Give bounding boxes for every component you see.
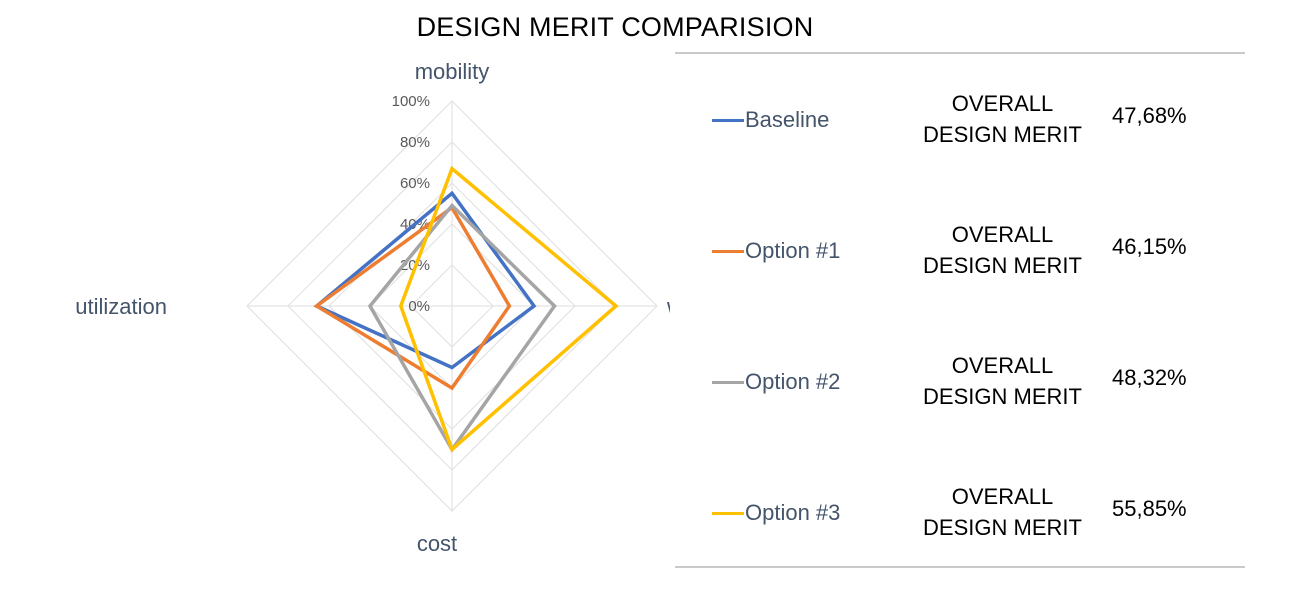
tick-label: 80% xyxy=(400,134,430,151)
legend-row-baseline: Baseline OVERALL DESIGN MERIT 47,68% xyxy=(712,88,1232,158)
legend-swatch-option-3 xyxy=(712,512,744,515)
top-divider xyxy=(675,52,1245,54)
axis-label: waiting time xyxy=(666,294,670,319)
radar-chart: 0%20%40%60%80%100%mobilitywaiting timeco… xyxy=(75,59,670,556)
overall-merit-value-option-3: 55,85% xyxy=(1112,496,1187,521)
overall-merit-label: OVERALL DESIGN MERIT xyxy=(923,484,1082,540)
legend-swatch-baseline xyxy=(712,119,744,122)
series-line-option-2 xyxy=(367,202,557,453)
overall-merit-label: OVERALL DESIGN MERIT xyxy=(923,222,1082,278)
series-line-option-3 xyxy=(398,165,619,453)
overall-merit-label: OVERALL DESIGN MERIT xyxy=(923,91,1082,147)
overall-merit-value-baseline: 47,68% xyxy=(1112,103,1187,128)
series-line-baseline xyxy=(313,190,537,370)
legend-row-option-1: Option #1 OVERALL DESIGN MERIT 46,15% xyxy=(712,219,1232,289)
overall-merit-label: OVERALL DESIGN MERIT xyxy=(923,353,1082,409)
series-line-option-1 xyxy=(313,205,512,391)
legend-label-option-2: Option #2 xyxy=(745,369,841,394)
tick-label: 0% xyxy=(408,298,430,315)
bottom-divider xyxy=(675,566,1245,568)
chart-title: DESIGN MERIT COMPARISION xyxy=(416,12,814,42)
tick-label: 100% xyxy=(392,93,430,110)
legend-row-option-3: Option #3 OVERALL DESIGN MERIT 55,85% xyxy=(712,481,1232,551)
overall-merit-value-option-1: 46,15% xyxy=(1112,234,1187,259)
axis-label: cost xyxy=(417,531,457,556)
overall-merit-value-option-2: 48,32% xyxy=(1112,365,1187,390)
legend-swatch-option-2 xyxy=(712,381,744,384)
legend-label-option-3: Option #3 xyxy=(745,500,841,525)
legend-swatch-option-1 xyxy=(712,250,744,253)
legend-label-baseline: Baseline xyxy=(745,107,830,132)
axis-label: utilization xyxy=(75,294,167,319)
tick-label: 60% xyxy=(400,175,430,192)
legend-label-option-1: Option #1 xyxy=(745,238,841,263)
axis-label: mobility xyxy=(415,59,490,84)
legend-row-option-2: Option #2 OVERALL DESIGN MERIT 48,32% xyxy=(712,350,1232,420)
